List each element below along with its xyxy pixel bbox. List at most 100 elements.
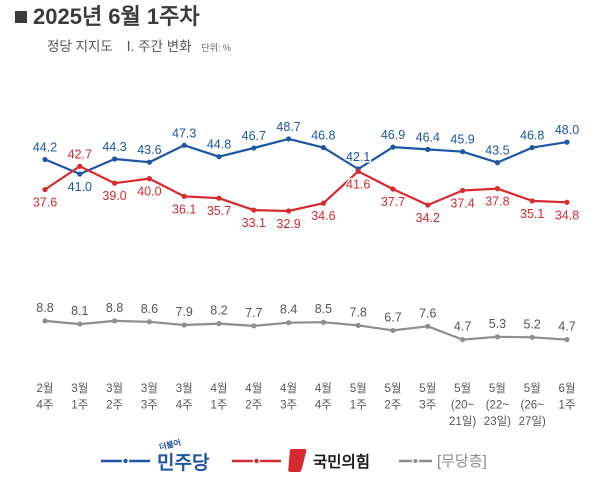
- people-power-party-value-label: 37.7: [381, 195, 405, 209]
- people-power-party-point: [355, 168, 361, 174]
- people-power-party-value-label: 37.6: [33, 196, 57, 210]
- democratic-party-value-label: 45.9: [450, 133, 474, 147]
- x-tick-label-line: 21일): [449, 414, 476, 428]
- democratic-party-point: [564, 139, 570, 145]
- unit-label: 단위: %: [201, 43, 231, 53]
- no-party-point: [494, 334, 500, 340]
- no-party-value-label: 8.1: [71, 304, 88, 318]
- democratic-party-value-label: 46.8: [520, 129, 544, 143]
- x-tick-label: 5월 (22~ 23일): [484, 382, 511, 428]
- democratic-party-value-label: 48.7: [276, 120, 300, 134]
- people-power-party-value-label: 34.2: [416, 211, 440, 225]
- people-power-party-point: [529, 198, 535, 204]
- x-tick-label-line: (26~: [521, 400, 545, 412]
- x-tick-label-line: 5월: [524, 382, 541, 395]
- democratic-party-value-label: 41.0: [68, 180, 92, 194]
- democratic-party-value-label: 47.3: [172, 126, 196, 140]
- x-tick-label: 2월 4주: [37, 382, 54, 412]
- x-tick-label: 3월 2주: [106, 382, 123, 412]
- series-lines: [43, 137, 569, 341]
- x-tick-label: 3월 1주: [71, 382, 88, 412]
- democratic-party-value-label: 46.9: [381, 128, 405, 142]
- people-power-party-point: [286, 208, 292, 214]
- legend-item-democratic-party: 더불어 민주당: [101, 437, 210, 474]
- x-tick-label-line: 5월: [454, 382, 471, 395]
- no-party-value-label: 7.7: [245, 306, 262, 320]
- no-party-point: [42, 318, 48, 324]
- democratic-party-point: [77, 171, 83, 177]
- people-power-party-value-label: 37.4: [450, 196, 474, 210]
- x-tick-label-line: 2주: [245, 400, 262, 412]
- no-party-value-label: 8.5: [315, 302, 332, 316]
- x-tick-label-line: 3주: [419, 400, 436, 412]
- legend-label-democratic-party: 민주당: [157, 452, 210, 474]
- democratic-party-point: [529, 144, 535, 151]
- no-party-point: [251, 323, 257, 329]
- democratic-party-point: [181, 142, 187, 148]
- x-tick-label: 4월 4주: [315, 382, 332, 412]
- no-party-point: [181, 322, 187, 328]
- democratic-party-point: [390, 144, 396, 150]
- democratic-party-point: [216, 154, 222, 160]
- no-party-point: [112, 318, 118, 324]
- people-power-party-point: [251, 207, 257, 213]
- no-party-value-label: 4.7: [558, 320, 575, 334]
- democratic-party-point: [112, 156, 118, 162]
- no-party-value-label: 8.8: [106, 301, 123, 315]
- x-tick-label-line: 3주: [280, 400, 297, 412]
- x-tick-label-line: 3월: [106, 382, 123, 395]
- democratic-party-point: [251, 145, 257, 151]
- people-power-party-point: [42, 186, 48, 193]
- no-party-point: [320, 319, 326, 325]
- x-tick-label-line: 2월: [37, 382, 54, 395]
- no-party-point: [77, 321, 83, 327]
- people-power-party-value-label: 32.9: [276, 217, 300, 231]
- x-tick-label-line: 1주: [71, 400, 88, 412]
- democratic-party-value-label: 48.0: [555, 123, 579, 137]
- legend-marker-people-power-party: [252, 457, 261, 465]
- no-party-point: [564, 336, 570, 343]
- no-party-point: [355, 322, 361, 329]
- democratic-party-value-label: 46.4: [416, 130, 440, 144]
- democratic-party-logo-prefix: 더불어: [158, 437, 182, 452]
- democratic-party-point: [494, 160, 500, 166]
- chart-section-label: Ⅰ. 주간 변화: [126, 39, 192, 54]
- chart-subtitle: 정당 지지도: [47, 39, 113, 54]
- no-party-value-label: 8.2: [210, 304, 227, 318]
- no-party-point: [460, 336, 466, 343]
- no-party-value-label: 7.6: [419, 306, 436, 320]
- x-tick-label: 5월 2주: [385, 382, 402, 412]
- x-tick-label: 4월 2주: [245, 382, 262, 412]
- democratic-party-point: [42, 156, 48, 163]
- people-power-party-value-label: 33.1: [242, 216, 266, 230]
- x-tick-label-line: 3월: [71, 382, 88, 395]
- democratic-party-value-label: 43.6: [137, 143, 161, 157]
- x-tick-label-line: 5월: [350, 382, 367, 395]
- people-power-party-value-label: 37.8: [485, 195, 509, 209]
- no-party-value-label: 7.8: [350, 305, 367, 319]
- people-power-party-point: [77, 163, 83, 169]
- no-party-point: [425, 323, 431, 329]
- x-tick-label-line: 5월: [419, 382, 436, 395]
- x-tick-label-line: 4월: [245, 382, 262, 395]
- x-tick-label: 3월 3주: [141, 382, 158, 412]
- no-party-line: [43, 319, 569, 341]
- x-tick-label: 5월 3주: [419, 382, 436, 412]
- x-tick-label-line: 2주: [106, 400, 123, 412]
- series-points: [42, 136, 570, 343]
- legend-label-no-party: [무당층]: [437, 453, 487, 470]
- people-power-party-point: [564, 199, 570, 205]
- no-party-point: [216, 321, 222, 327]
- square-bullet-icon: [15, 11, 27, 23]
- x-tick-label-line: (20~: [451, 400, 475, 412]
- democratic-party-value-label: 44.2: [33, 140, 57, 154]
- page-title: 2025년 6월 1주차: [33, 4, 200, 29]
- x-tick-label-line: 3월: [176, 382, 193, 395]
- x-tick-label-line: 1주: [211, 400, 228, 412]
- people-power-party-point: [112, 180, 118, 186]
- header: 2025년 6월 1주차: [15, 3, 200, 31]
- x-tick-label-line: 1주: [350, 400, 367, 412]
- democratic-party-point: [460, 149, 466, 155]
- legend: 더불어 민주당 국민의힘 [무당층]: [101, 437, 487, 474]
